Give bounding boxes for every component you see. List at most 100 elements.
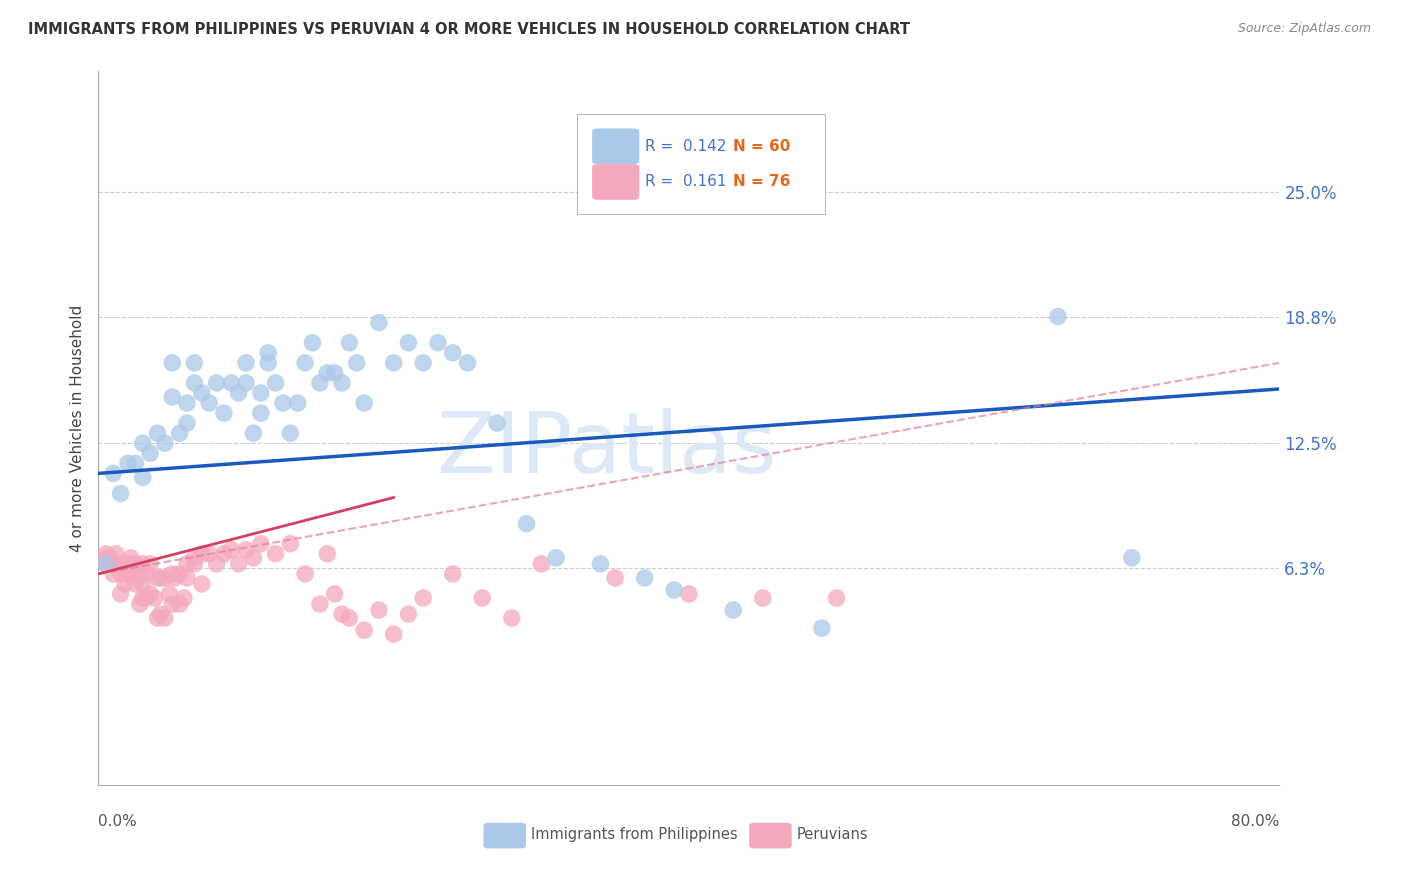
- Point: [169, 426, 191, 441]
- Point: [146, 571, 169, 585]
- Point: [176, 416, 198, 430]
- Point: [103, 467, 125, 481]
- Point: [114, 577, 136, 591]
- Point: [153, 611, 176, 625]
- Point: [250, 386, 273, 401]
- Point: [149, 571, 172, 585]
- Point: [165, 571, 187, 585]
- Point: [146, 426, 169, 441]
- Point: [664, 582, 686, 597]
- Point: [441, 566, 464, 581]
- Text: R =  0.142: R = 0.142: [645, 139, 727, 153]
- Point: [94, 547, 117, 561]
- Text: ZIPatlas: ZIPatlas: [436, 408, 776, 491]
- Point: [198, 547, 221, 561]
- Point: [103, 566, 125, 581]
- Point: [382, 627, 405, 641]
- Point: [825, 591, 848, 605]
- Point: [441, 345, 464, 359]
- Point: [120, 550, 142, 565]
- Point: [471, 591, 494, 605]
- Point: [183, 550, 205, 565]
- FancyBboxPatch shape: [484, 822, 526, 848]
- Point: [353, 623, 375, 637]
- Point: [427, 335, 450, 350]
- Point: [235, 542, 257, 557]
- Point: [316, 366, 339, 380]
- Point: [162, 597, 183, 611]
- Point: [294, 566, 316, 581]
- Point: [176, 396, 198, 410]
- Point: [139, 446, 162, 460]
- Point: [162, 566, 183, 581]
- Point: [110, 486, 132, 500]
- Point: [309, 597, 332, 611]
- Point: [589, 557, 612, 571]
- Point: [94, 550, 117, 565]
- Point: [228, 557, 250, 571]
- Point: [398, 607, 420, 621]
- Point: [330, 607, 353, 621]
- Point: [117, 566, 139, 581]
- Text: Immigrants from Philippines: Immigrants from Philippines: [530, 828, 737, 842]
- Text: R =  0.161: R = 0.161: [645, 175, 727, 189]
- Point: [183, 356, 205, 370]
- Point: [176, 571, 198, 585]
- Point: [634, 571, 657, 585]
- Point: [235, 376, 257, 390]
- Point: [191, 577, 214, 591]
- Point: [412, 591, 434, 605]
- Point: [264, 376, 287, 390]
- Point: [212, 547, 235, 561]
- Point: [546, 550, 568, 565]
- Point: [191, 386, 214, 401]
- Point: [316, 547, 339, 561]
- Point: [257, 356, 280, 370]
- Point: [250, 406, 273, 420]
- Point: [309, 376, 332, 390]
- Y-axis label: 4 or more Vehicles in Household: 4 or more Vehicles in Household: [69, 304, 84, 552]
- Point: [264, 547, 287, 561]
- Point: [128, 566, 150, 581]
- Point: [382, 356, 405, 370]
- Point: [124, 456, 146, 470]
- Point: [368, 603, 391, 617]
- FancyBboxPatch shape: [576, 114, 825, 214]
- Point: [353, 396, 375, 410]
- Point: [135, 566, 157, 581]
- Point: [723, 603, 745, 617]
- Point: [117, 557, 139, 571]
- Point: [287, 396, 309, 410]
- Point: [242, 550, 264, 565]
- Point: [128, 597, 150, 611]
- Point: [132, 577, 155, 591]
- FancyBboxPatch shape: [592, 164, 640, 200]
- Text: N = 60: N = 60: [733, 139, 790, 153]
- Point: [124, 577, 146, 591]
- Point: [132, 436, 155, 450]
- Text: Source: ZipAtlas.com: Source: ZipAtlas.com: [1237, 22, 1371, 36]
- Point: [105, 547, 128, 561]
- Point: [280, 426, 302, 441]
- Point: [457, 356, 479, 370]
- Point: [132, 470, 155, 484]
- Point: [205, 557, 228, 571]
- Point: [398, 335, 420, 350]
- Point: [110, 557, 132, 571]
- Point: [146, 611, 169, 625]
- Point: [149, 607, 172, 621]
- Point: [191, 547, 214, 561]
- Point: [162, 390, 183, 404]
- Point: [94, 557, 117, 571]
- Point: [139, 587, 162, 601]
- Point: [257, 345, 280, 359]
- Point: [294, 356, 316, 370]
- Point: [132, 557, 155, 571]
- Point: [235, 356, 257, 370]
- Point: [110, 566, 132, 581]
- Point: [501, 611, 523, 625]
- Point: [228, 386, 250, 401]
- Point: [250, 537, 273, 551]
- Point: [98, 557, 121, 571]
- Point: [212, 406, 235, 420]
